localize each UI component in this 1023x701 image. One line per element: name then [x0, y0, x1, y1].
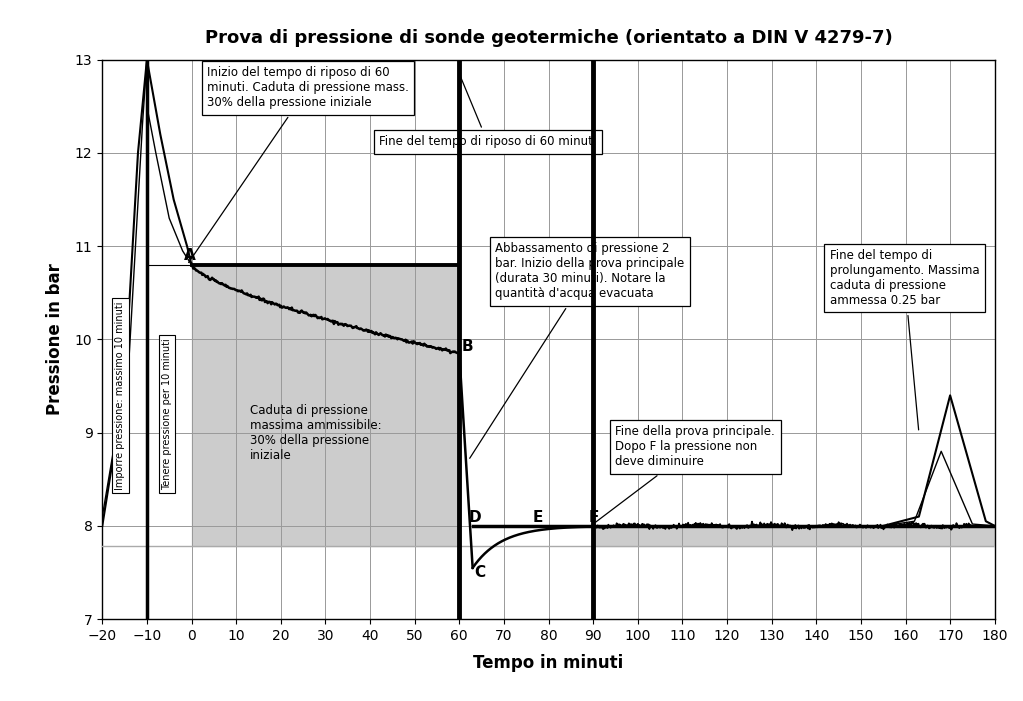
Text: A: A [183, 248, 195, 263]
Y-axis label: Pressione in bar: Pressione in bar [46, 264, 63, 416]
Text: B: B [461, 339, 473, 353]
Text: E: E [533, 510, 543, 525]
Text: Caduta di pressione
massima ammissibile:
30% della pressione
iniziale: Caduta di pressione massima ammissibile:… [250, 404, 382, 462]
Text: C: C [474, 565, 485, 580]
Text: Fine della prova principale.
Dopo F la pressione non
deve diminuire: Fine della prova principale. Dopo F la p… [595, 426, 775, 522]
Text: Fine del tempo di riposo di 60 minuti: Fine del tempo di riposo di 60 minuti [379, 76, 596, 149]
Text: Tenere pressione per 10 minuti: Tenere pressione per 10 minuti [162, 338, 172, 490]
Text: Imporre pressione: massimo 10 minuti: Imporre pressione: massimo 10 minuti [116, 301, 125, 489]
Title: Prova di pressione di sonde geotermiche (orientato a DIN V 4279-7): Prova di pressione di sonde geotermiche … [205, 29, 892, 47]
Text: Fine del tempo di
prolungamento. Massima
caduta di pressione
ammessa 0.25 bar: Fine del tempo di prolungamento. Massima… [830, 249, 979, 430]
Text: F: F [588, 510, 599, 525]
Text: Abbassamento di pressione 2
bar. Inizio della prova principale
(durata 30 minuti: Abbassamento di pressione 2 bar. Inizio … [470, 243, 684, 458]
Text: D: D [470, 510, 482, 525]
Text: Inizio del tempo di riposo di 60
minuti. Caduta di pressione mass.
30% della pre: Inizio del tempo di riposo di 60 minuti.… [188, 67, 409, 263]
X-axis label: Tempo in minuti: Tempo in minuti [474, 654, 624, 672]
